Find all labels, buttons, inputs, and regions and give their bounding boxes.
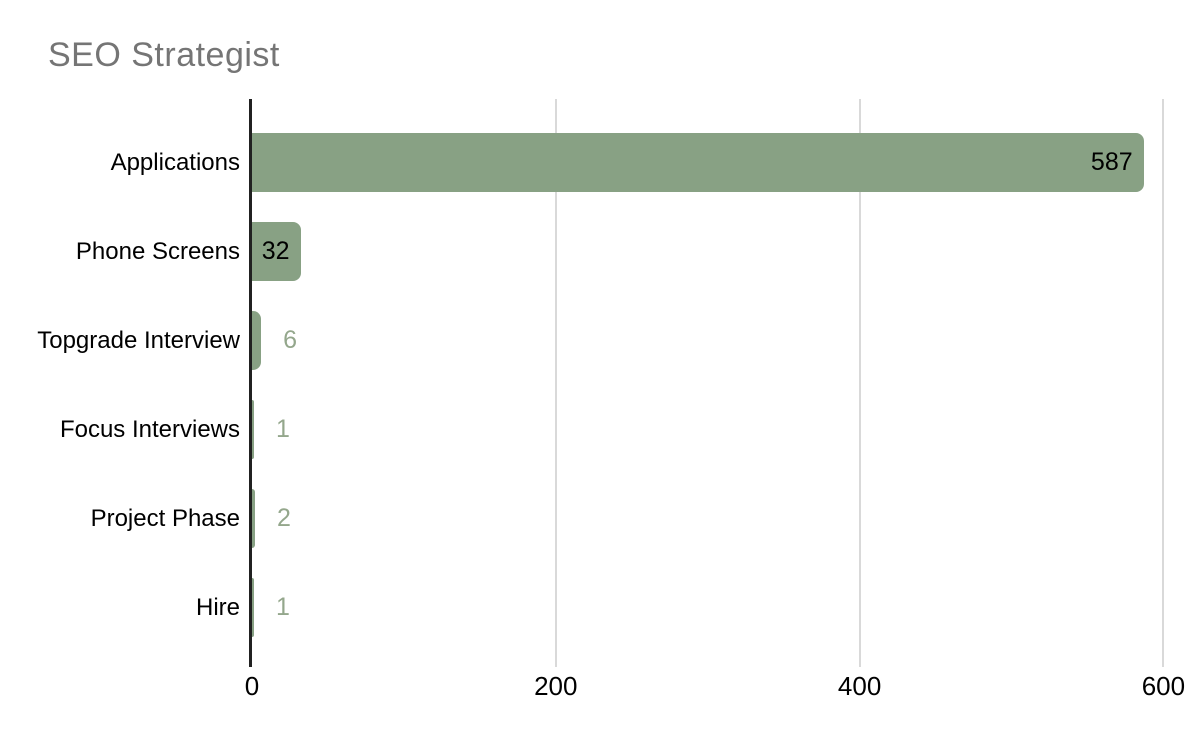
gridline-600	[1162, 99, 1165, 667]
bar-phone-screens	[252, 222, 301, 281]
gridline-400	[858, 99, 861, 667]
value-label-applications: 587	[1090, 148, 1133, 176]
bar-topgrade-interview	[252, 311, 262, 370]
x-tick-label-0: 0	[244, 671, 260, 701]
gridline-200	[554, 99, 557, 667]
x-tick-label-400: 400	[837, 671, 882, 701]
x-tick-label-600: 600	[1141, 671, 1186, 701]
bar-project-phase	[252, 489, 256, 548]
y-axis-line	[249, 99, 252, 667]
category-label-focus-interviews: Focus Interviews	[59, 416, 240, 443]
category-label-project-phase: Project Phase	[90, 505, 240, 532]
x-tick-label-200: 200	[534, 671, 578, 701]
value-label-phone-screens: 32	[261, 237, 290, 265]
category-label-topgrade-interview: Topgrade Interview	[37, 327, 240, 354]
value-label-focus-interviews: 1	[276, 415, 290, 443]
category-label-hire: Hire	[195, 594, 240, 621]
bar-hire	[252, 578, 254, 637]
category-label-phone-screens: Phone Screens	[75, 238, 240, 265]
bar-applications	[252, 133, 1144, 192]
chart-title: SEO Strategist	[48, 36, 280, 74]
value-label-project-phase: 2	[277, 504, 291, 532]
value-label-topgrade-interview: 6	[283, 326, 298, 354]
value-label-hire: 1	[276, 593, 290, 621]
category-label-applications: Applications	[110, 149, 240, 176]
bar-focus-interviews	[252, 400, 254, 459]
